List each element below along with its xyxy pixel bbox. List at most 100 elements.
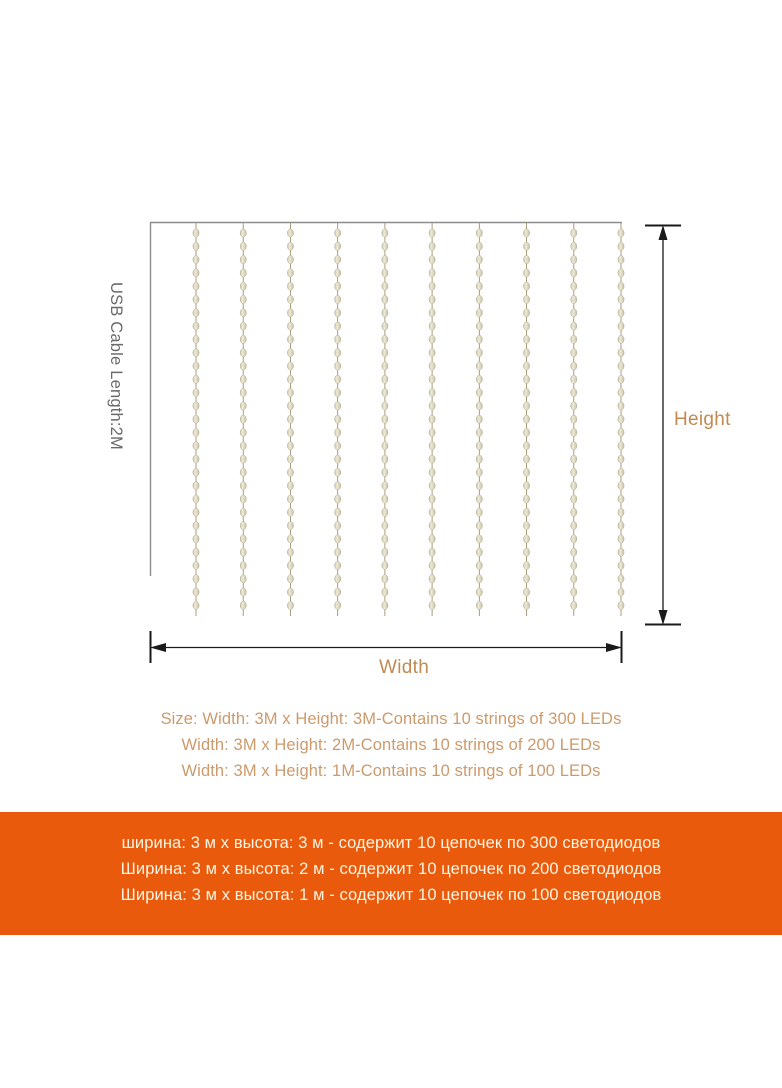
led-bulb — [428, 441, 436, 451]
led-bulb — [192, 401, 200, 411]
width-label: Width — [379, 657, 430, 678]
led-bulb — [428, 388, 436, 397]
led-bulb — [428, 295, 436, 304]
led-bulb — [287, 348, 294, 358]
led-bulb — [381, 255, 389, 264]
led-bulb — [617, 348, 625, 358]
led-bulb — [334, 321, 342, 331]
led-bulb — [523, 561, 530, 570]
led-bulb — [428, 281, 436, 291]
led-bulb — [617, 441, 625, 451]
led-bulb — [287, 228, 294, 238]
led-bulb — [617, 534, 625, 544]
led-bulb — [239, 348, 247, 358]
led-bulb — [334, 401, 342, 411]
led-bulb — [570, 228, 578, 238]
led-bulb — [523, 414, 530, 424]
led-bulb — [192, 361, 200, 371]
led-bulb — [475, 281, 483, 291]
led-bulb — [192, 414, 200, 424]
led-bulb — [475, 308, 483, 318]
led-bulb — [287, 401, 294, 411]
led-bulb — [239, 388, 247, 397]
led-bulb — [381, 441, 389, 451]
led-bulb — [239, 561, 247, 570]
led-bulb — [428, 561, 436, 570]
led-bulb — [523, 507, 530, 517]
led-bulb — [570, 561, 578, 570]
led-bulb — [239, 414, 247, 424]
led-bulb — [239, 507, 247, 517]
led-bulb — [523, 241, 530, 251]
led-bulb — [287, 281, 294, 291]
led-bulb — [287, 601, 294, 610]
led-bulb — [475, 587, 483, 597]
led-bulb — [523, 574, 530, 584]
led-bulb — [523, 468, 530, 477]
led-bulb — [192, 335, 200, 344]
led-bulb — [475, 574, 483, 584]
led-curtain-diagram: USB Cable Length:2M Height Width — [107, 221, 730, 678]
led-bulb — [287, 534, 294, 544]
russian-spec-block: ширина: 3 м x высота: 3 м - содержит 10 … — [0, 830, 782, 908]
led-bulb — [381, 268, 389, 278]
led-bulb — [334, 268, 342, 278]
led-bulb — [381, 454, 389, 464]
led-bulb — [617, 308, 625, 318]
led-bulb — [523, 587, 530, 597]
led-string — [381, 222, 389, 616]
led-bulb — [428, 321, 436, 331]
led-bulb — [381, 561, 389, 570]
led-bulb — [617, 468, 625, 477]
led-bulb — [381, 321, 389, 331]
led-bulb — [617, 401, 625, 411]
led-bulb — [617, 507, 625, 517]
width-arrowhead-right — [606, 643, 622, 652]
led-bulb — [570, 428, 578, 437]
led-bulb — [428, 374, 436, 384]
led-bulb — [523, 361, 530, 371]
led-bulb — [617, 481, 625, 491]
led-bulb — [523, 534, 530, 544]
led-bulb — [475, 561, 483, 570]
led-bulb — [239, 428, 247, 437]
led-bulb — [475, 374, 483, 384]
led-bulb — [239, 547, 247, 557]
led-bulb — [334, 308, 342, 318]
led-bulb — [570, 348, 578, 358]
led-bulb — [239, 255, 247, 264]
led-bulb — [523, 401, 530, 411]
russian-spec-line: Ширина: 3 м x высота: 1 м - содержит 10 … — [120, 886, 662, 904]
led-bulb — [475, 335, 483, 344]
led-bulb — [381, 281, 389, 291]
led-bulb — [287, 561, 294, 570]
led-bulb — [475, 534, 483, 544]
led-bulb — [287, 361, 294, 371]
led-bulb — [192, 388, 200, 397]
led-bulb — [523, 454, 530, 464]
led-bulb — [475, 441, 483, 451]
led-bulb — [239, 601, 247, 610]
led-bulb — [570, 587, 578, 597]
led-bulb — [381, 401, 389, 411]
led-bulb — [192, 321, 200, 331]
width-dimension-line — [149, 631, 623, 663]
height-arrowhead-down — [658, 610, 668, 625]
led-bulb — [617, 335, 625, 344]
led-bulb — [428, 401, 436, 411]
led-bulb — [381, 547, 389, 557]
led-bulb — [192, 255, 200, 264]
led-bulb — [239, 295, 247, 304]
led-bulb — [428, 468, 436, 477]
led-bulb — [192, 601, 200, 610]
led-bulb — [570, 335, 578, 344]
led-bulb — [381, 308, 389, 318]
led-bulb — [381, 335, 389, 344]
led-bulb — [475, 414, 483, 424]
led-bulb — [239, 308, 247, 318]
led-bulb — [239, 574, 247, 584]
led-bulb — [570, 241, 578, 251]
led-bulb — [428, 587, 436, 597]
led-bulb — [570, 388, 578, 397]
led-bulb — [192, 561, 200, 570]
